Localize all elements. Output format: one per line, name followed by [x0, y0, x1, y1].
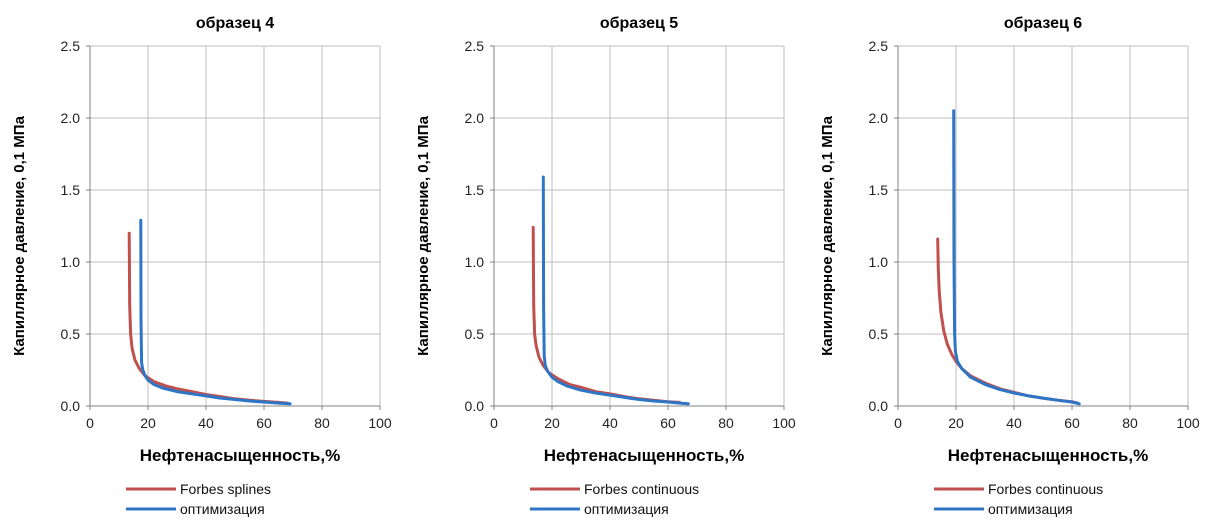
y-axis-label: Капиллярное давление, 0,1 МПа — [415, 115, 432, 355]
y-tick-label: 1.5 — [61, 182, 81, 198]
y-tick-label: 0.0 — [869, 398, 889, 414]
y-tick-label: 2.0 — [465, 110, 485, 126]
y-tick-label: 2.5 — [869, 38, 889, 54]
y-tick-label: 2.0 — [869, 110, 889, 126]
x-tick-label: 40 — [602, 415, 618, 431]
x-tick-label: 80 — [718, 415, 734, 431]
y-axis-label: Капиллярное давление, 0,1 МПа — [11, 115, 28, 355]
series-line-2 — [139, 218, 292, 406]
y-tick-label: 2.0 — [61, 110, 81, 126]
x-tick-label: 100 — [1176, 415, 1200, 431]
y-tick-label: 0.5 — [61, 326, 81, 342]
x-tick-label: 40 — [1006, 415, 1022, 431]
legend-entry: оптимизация — [988, 501, 1073, 517]
chart-svg-3: образец 6 0 20 40 60 80 100 0.0 0.5 1.0 1.5 2.0 2.5 Н… — [819, 15, 1200, 517]
chart-svg-1: образец 4 0 20 40 60 80 100 0.0 0.5 1.0 1.5 2.0 2.5 Н… — [11, 15, 392, 517]
series-line-1 — [936, 237, 1080, 405]
x-axis-label: Нефтенасыщенность,% — [140, 446, 340, 465]
x-tick-label: 0 — [490, 415, 498, 431]
legend-entry: Forbes continuous — [988, 481, 1103, 497]
x-tick-label: 60 — [660, 415, 676, 431]
chart-panel-1: образец 4 0 20 40 60 80 100 0.0 0.5 1.0 1.5 2.0 2.5 Н… — [0, 0, 404, 524]
chart-title: образец 5 — [600, 15, 678, 32]
chart-panel-2: образец 5 0 20 40 60 80 100 0.0 0.5 1.0 1.5 2.0 2.5 Н… — [404, 0, 808, 524]
x-tick-label: 40 — [198, 415, 214, 431]
x-axis-label: Нефтенасыщенность,% — [544, 446, 744, 465]
y-tick-label: 0.0 — [61, 398, 81, 414]
chart-title: образец 6 — [1004, 15, 1082, 32]
y-tick-label: 0.0 — [465, 398, 485, 414]
legend-entry: оптимизация — [584, 501, 669, 517]
x-tick-label: 100 — [772, 415, 796, 431]
x-tick-label: 80 — [1122, 415, 1138, 431]
y-tick-label: 0.5 — [869, 326, 889, 342]
legend-entry: оптимизация — [180, 501, 265, 517]
y-axis-label: Капиллярное давление, 0,1 МПа — [819, 115, 836, 355]
chart-svg-2: образец 5 0 20 40 60 80 100 0.0 0.5 1.0 1.5 2.0 2.5 Н… — [415, 15, 796, 517]
x-tick-label: 100 — [368, 415, 392, 431]
x-tick-label: 60 — [1064, 415, 1080, 431]
y-tick-label: 2.5 — [61, 38, 81, 54]
y-tick-label: 2.5 — [465, 38, 485, 54]
y-tick-label: 1.0 — [869, 254, 889, 270]
y-tick-label: 1.5 — [869, 182, 889, 198]
y-tick-label: 0.5 — [465, 326, 485, 342]
x-axis-label: Нефтенасыщенность,% — [948, 446, 1148, 465]
legend-entry: Forbes splines — [180, 481, 271, 497]
x-tick-label: 20 — [948, 415, 964, 431]
y-tick-label: 1.0 — [61, 254, 81, 270]
series-line-2 — [952, 109, 1081, 406]
chart-title: образец 4 — [196, 15, 274, 32]
x-tick-label: 0 — [86, 415, 94, 431]
x-tick-label: 20 — [544, 415, 560, 431]
legend-entry: Forbes continuous — [584, 481, 699, 497]
y-tick-label: 1.5 — [465, 182, 485, 198]
y-tick-label: 1.0 — [465, 254, 485, 270]
x-tick-label: 80 — [314, 415, 330, 431]
x-tick-label: 0 — [894, 415, 902, 431]
x-tick-label: 20 — [140, 415, 156, 431]
series-line-2 — [541, 175, 690, 406]
series-line-1 — [531, 225, 682, 404]
chart-panel-3: образец 6 0 20 40 60 80 100 0.0 0.5 1.0 1.5 2.0 2.5 Н… — [808, 0, 1213, 524]
x-tick-label: 60 — [256, 415, 272, 431]
